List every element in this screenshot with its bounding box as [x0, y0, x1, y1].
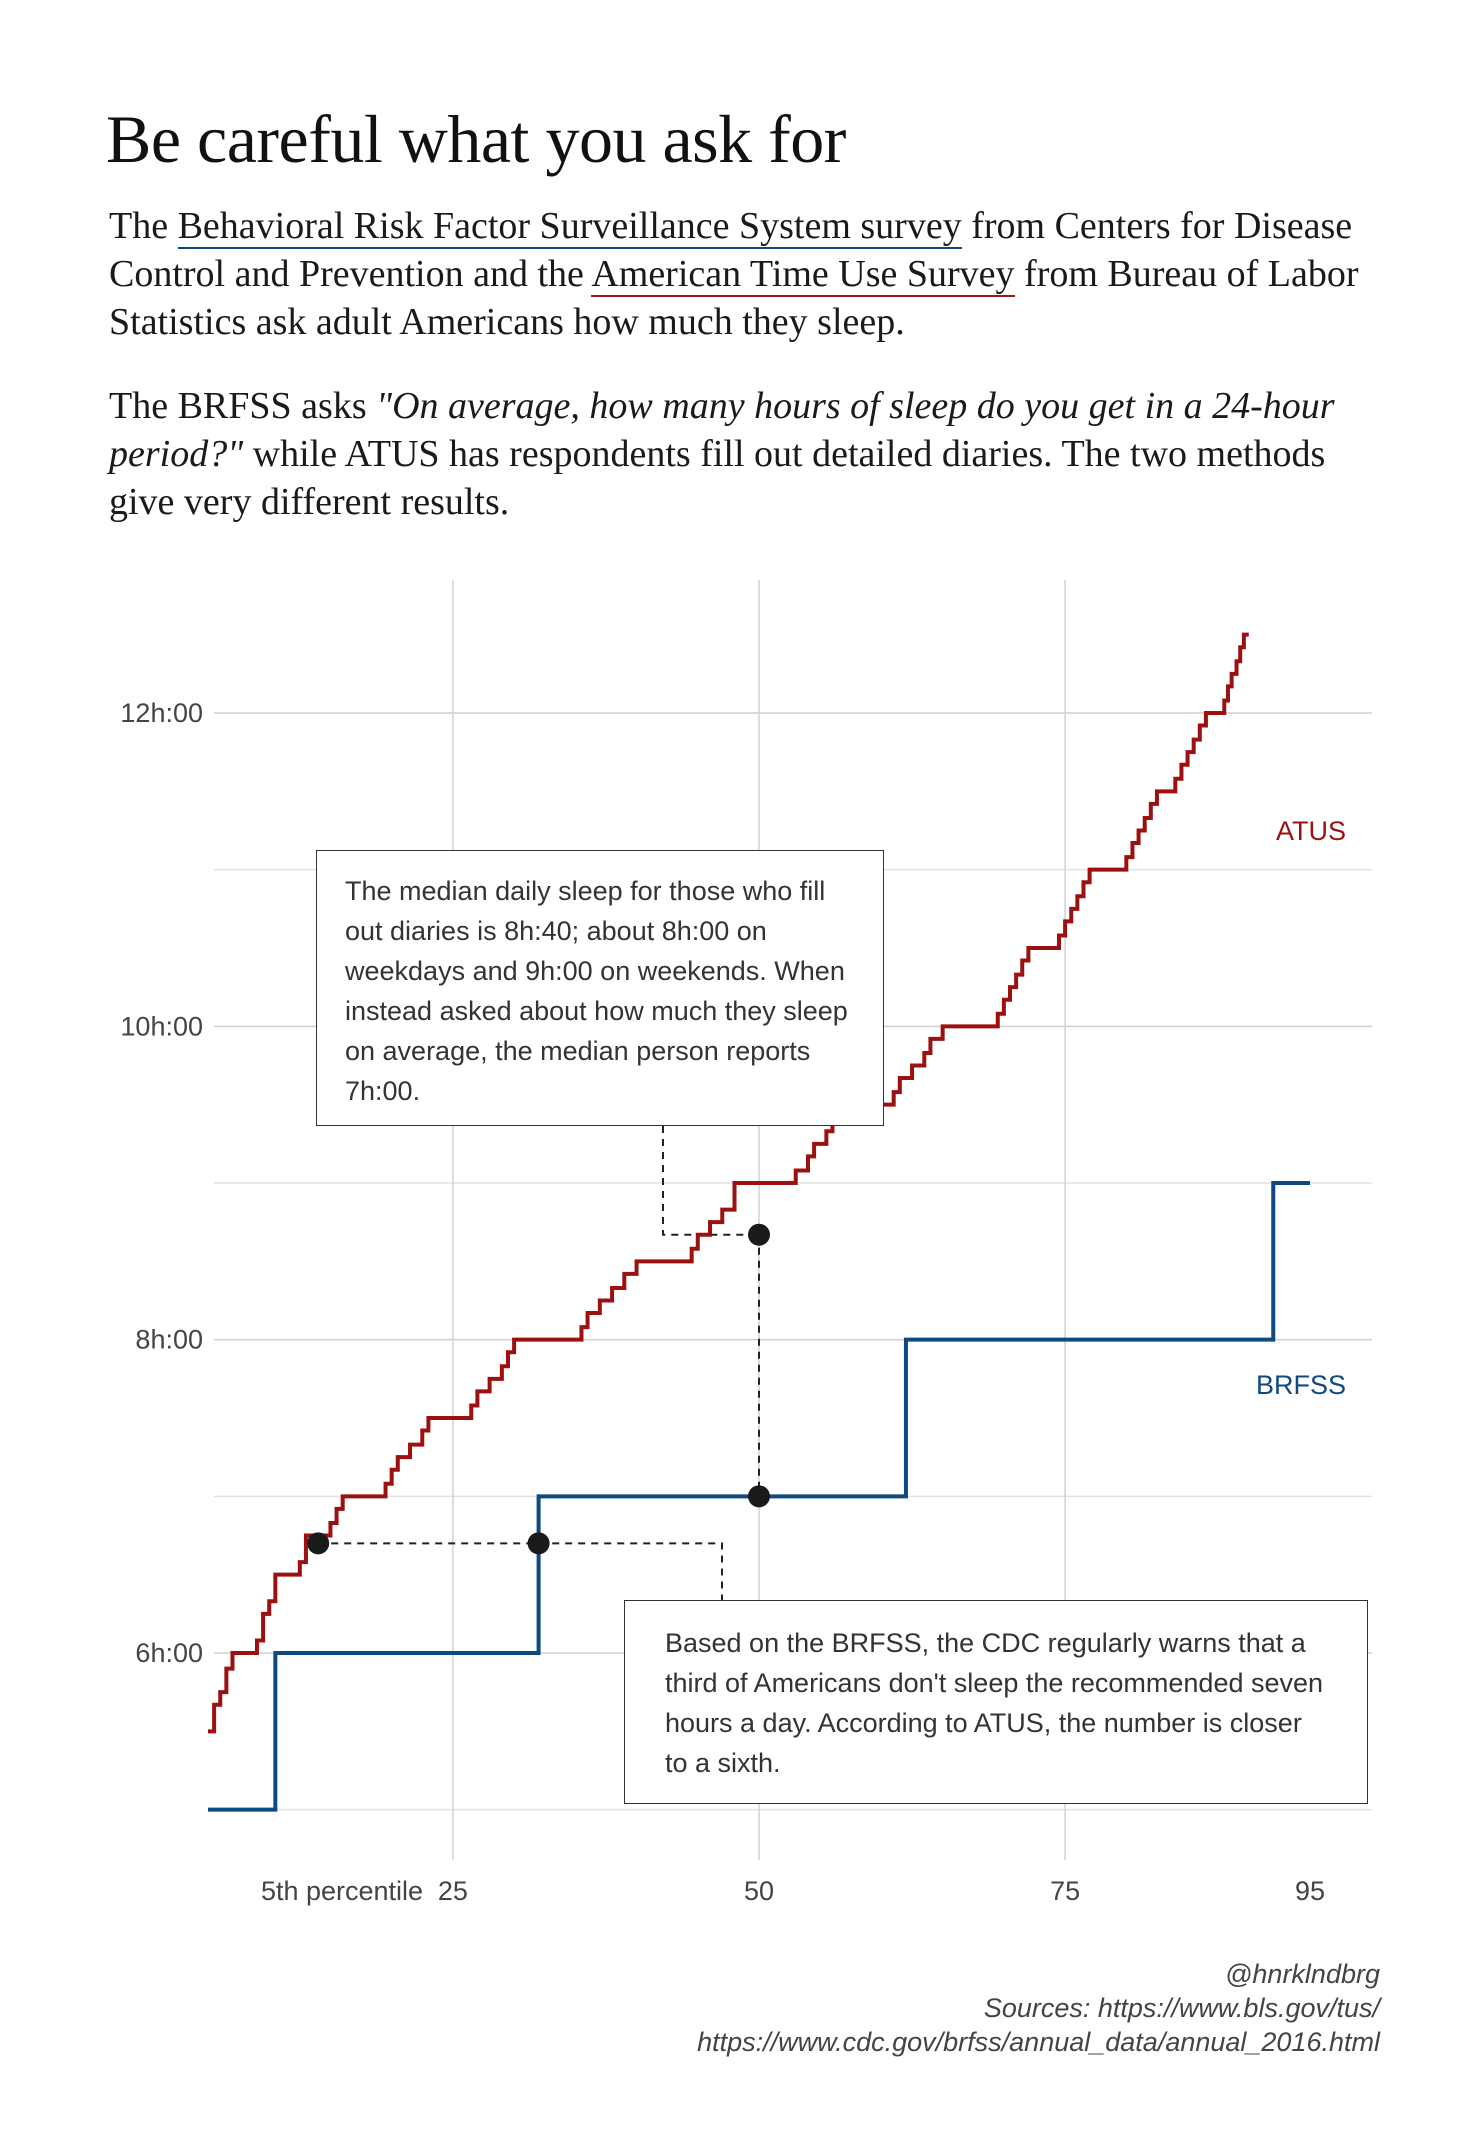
highlight-point — [748, 1485, 770, 1508]
brfss-link[interactable]: Behavioral Risk Factor Surveillance Syst… — [177, 205, 962, 249]
sources-line-2: https://www.cdc.gov/brfss/annual_data/an… — [697, 2027, 1380, 2057]
highlight-points — [307, 1223, 770, 1555]
atus-link[interactable]: American Time Use Survey — [591, 253, 1015, 297]
intro-paragraph: The Behavioral Risk Factor Surveillance … — [109, 202, 1379, 346]
y-tick-label: 12h:00 — [120, 698, 203, 728]
series-line-atus — [208, 632, 1249, 1734]
question-text-1: The BRFSS asks — [109, 385, 377, 427]
third-annotation: Based on the BRFSS, the CDC regularly wa… — [624, 1600, 1368, 1804]
series-line-brfss — [208, 1181, 1310, 1812]
y-tick-label: 6h:00 — [135, 1638, 203, 1668]
series-labels: ATUS BRFSS — [1256, 816, 1346, 1400]
tick-labels: 6h:00 8h:00 10h:00 12h:00 5th percentile 25 50… — [120, 698, 1325, 1906]
x-tick-label: 95 — [1295, 1876, 1325, 1906]
page-title: Be careful what you ask for — [106, 101, 846, 177]
guide-lines — [318, 1126, 760, 1600]
brfss-label: BRFSS — [1256, 1370, 1346, 1400]
third-guide — [318, 1542, 723, 1600]
intro-text-2: from Centers for Disease Control and Pre… — [109, 205, 1353, 295]
question-paragraph: The BRFSS asks "On average, how many hou… — [109, 382, 1379, 526]
highlight-point — [307, 1532, 330, 1555]
question-text-2: while ATUS has respondents fill out deta… — [109, 433, 1326, 523]
highlight-point — [527, 1532, 550, 1555]
x-tick-label: 50 — [744, 1876, 774, 1906]
y-tick-label: 10h:00 — [120, 1011, 203, 1041]
question-quote: "On average, how many hours of sleep do … — [109, 385, 1335, 475]
sources-line-1: Sources: https://www.bls.gov/tus/ — [983, 1993, 1380, 2023]
intro-text-1: The — [109, 205, 178, 247]
intro-text-3: from Bureau of Labor Statistics ask adul… — [109, 253, 1359, 343]
highlight-point — [748, 1223, 770, 1246]
y-tick-label: 8h:00 — [135, 1325, 203, 1355]
series-lines — [208, 632, 1310, 1812]
x-tick-label: 25 — [438, 1876, 468, 1906]
median-guide — [662, 1126, 759, 1236]
author-handle: @hnrklndbrg — [1225, 1959, 1380, 1989]
median-annotation: The median daily sleep for those who fil… — [316, 850, 884, 1126]
x-tick-label: 75 — [1050, 1876, 1080, 1906]
atus-label: ATUS — [1276, 816, 1346, 846]
x-tick-label: 5th percentile — [261, 1876, 423, 1906]
